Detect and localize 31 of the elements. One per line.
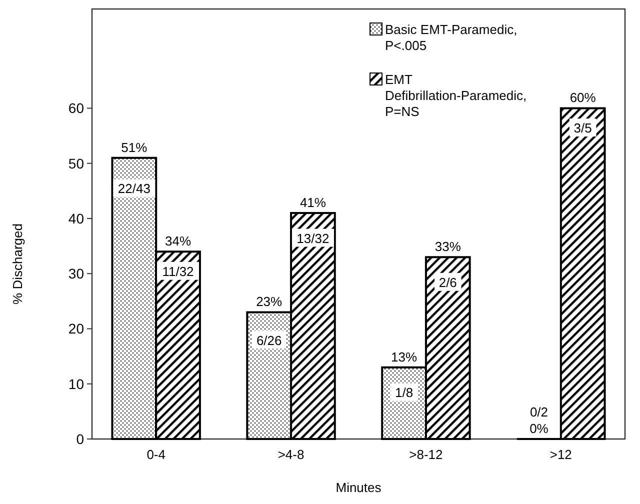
x-tick-label: >8-12 <box>409 447 443 462</box>
data-label: 34% <box>165 234 192 249</box>
annotation: 11/32 <box>162 264 194 279</box>
legend-label: Basic EMT-Paramedic, P<.005 <box>385 22 518 53</box>
annotation: 1/8 <box>395 385 414 400</box>
annotation: 13/32 <box>296 230 330 246</box>
x-tick-label: 0-4 <box>146 447 166 462</box>
y-tick-label: 50 <box>68 155 84 172</box>
annotation: 3/5 <box>574 120 592 136</box>
y-tick-label: 10 <box>68 376 84 392</box>
x-tick-label: >4-8 <box>278 447 304 462</box>
annotation: 0/2 <box>530 404 548 420</box>
x-axis-title: Minutes <box>336 480 382 495</box>
legend-label: EMT Defibrillation-Paramedic, P=NS <box>385 72 527 119</box>
annotation: 6/26 <box>256 332 282 348</box>
data-label: 60% <box>570 90 596 106</box>
y-tick-label: 40 <box>68 210 84 226</box>
annotation: 22/43 <box>118 181 150 196</box>
data-label: 13% <box>391 349 418 364</box>
data-label: 51% <box>121 140 148 155</box>
y-axis-title: % Discharged <box>10 224 25 304</box>
y-tick-label: 0 <box>76 431 84 447</box>
data-label: 23% <box>256 294 283 310</box>
data-label: 0% <box>530 421 549 436</box>
annotation: 2/6 <box>438 274 457 290</box>
data-label: 33% <box>434 239 462 254</box>
y-tick-label: 20 <box>68 320 84 337</box>
y-tick-label: 60 <box>68 100 84 116</box>
data-label: 41% <box>300 194 326 210</box>
y-tick-label: 30 <box>68 266 84 282</box>
x-tick-label: >12 <box>550 447 572 462</box>
